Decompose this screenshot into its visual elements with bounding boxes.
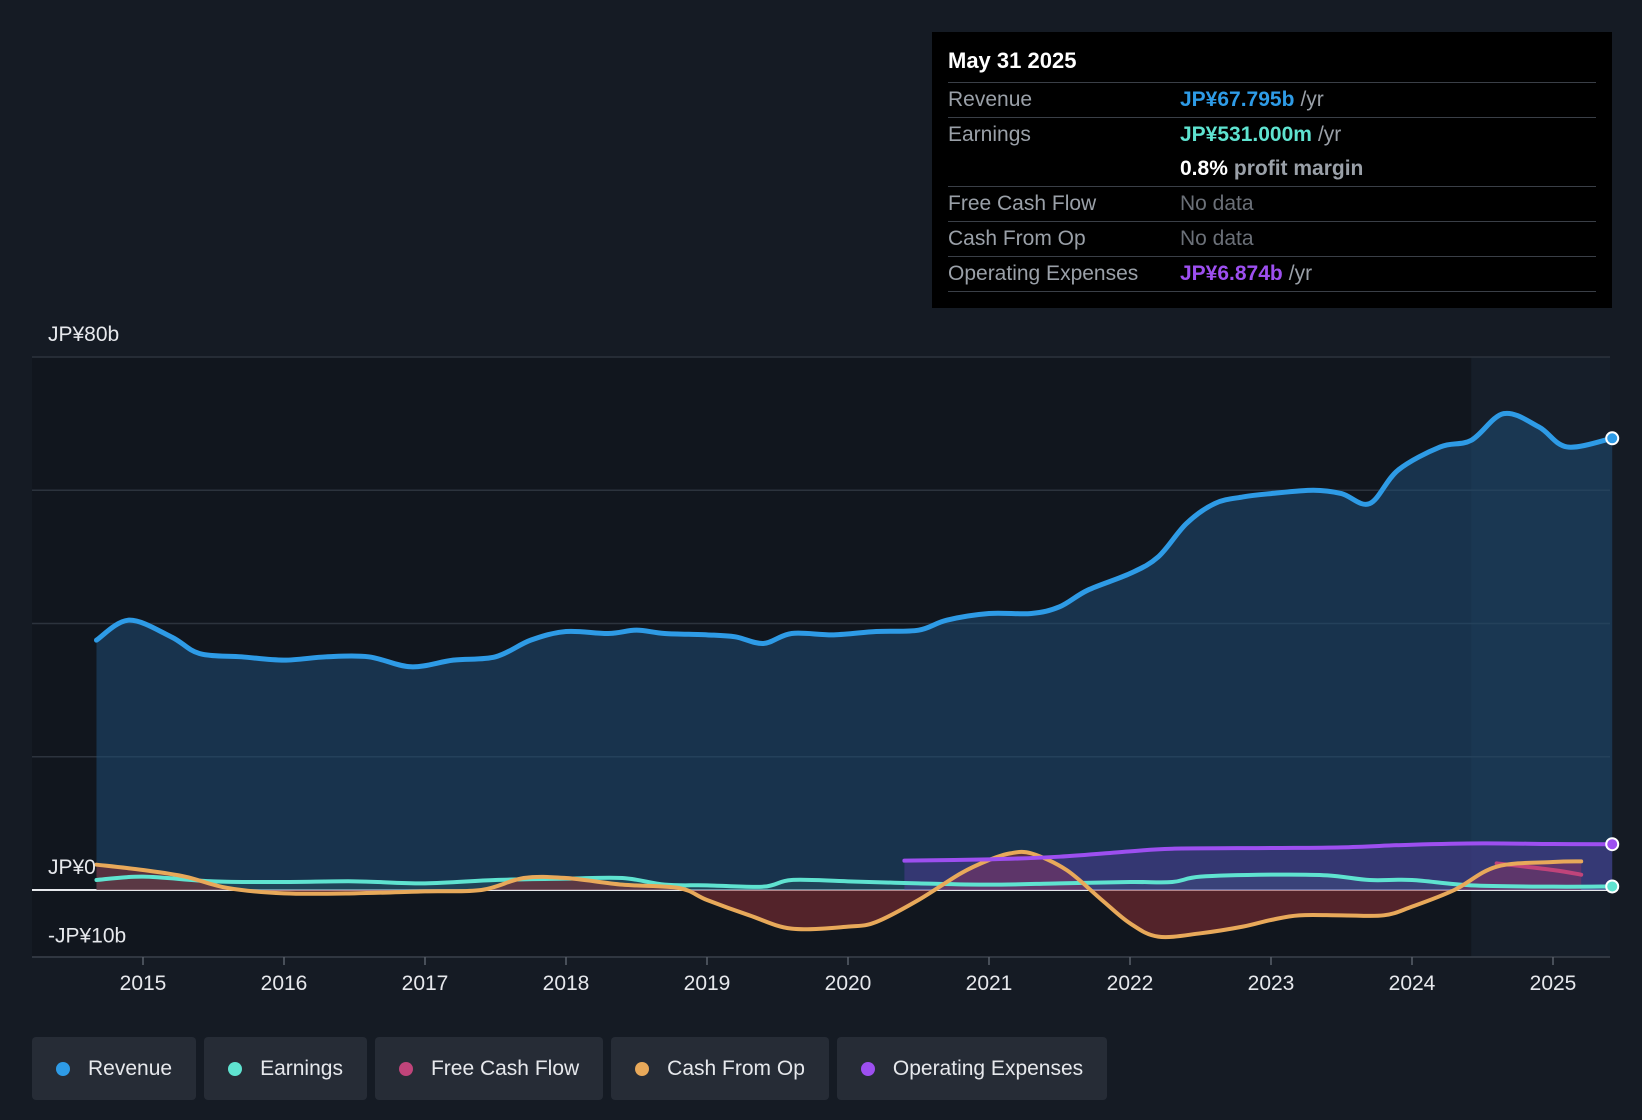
series-lines <box>93 410 1615 940</box>
tooltip-date: May 31 2025 <box>948 46 1596 83</box>
tooltip-margin-row: 0.8% profit margin <box>948 152 1596 187</box>
cash-from-op-area <box>96 851 1582 938</box>
series-endpoints <box>1605 431 1620 894</box>
legend-item-earnings[interactable]: Earnings <box>204 1037 367 1100</box>
operating-expenses-line <box>902 841 1615 863</box>
x-axis-ticks: 2015 2016 2017 2018 2019 2020 2021 2022 2023 2024… <box>120 957 1577 995</box>
legend-item-operating-expenses[interactable]: Operating Expenses <box>836 1037 1108 1100</box>
legend-label: Earnings <box>260 1056 343 1080</box>
tooltip-revenue-value: JP¥67.795b <box>1180 88 1295 111</box>
cash-from-op-dot-icon <box>635 1061 650 1076</box>
legend-label: Operating Expenses <box>892 1056 1084 1080</box>
operating-expenses-area <box>904 843 1613 890</box>
legend-label: Free Cash Flow <box>430 1056 580 1080</box>
tooltip-earnings-row: Earnings JP¥531.000m /yr <box>948 118 1596 152</box>
earnings-dot-icon <box>228 1061 243 1076</box>
revenue-area <box>96 413 1613 890</box>
tooltip-earnings-label: Earnings <box>948 123 1031 146</box>
legend-item-cash-from-op[interactable]: Cash From Op <box>611 1037 829 1100</box>
tooltip-margin-label: profit margin <box>1233 157 1364 180</box>
tooltip-revenue-unit: /yr <box>1300 88 1324 111</box>
tooltip-fcf-label: Free Cash Flow <box>948 192 1097 215</box>
tooltip: May 31 2025 Revenue JP¥67.795b /yr Earni… <box>932 32 1612 308</box>
x-tick-label: 2017 <box>402 972 449 995</box>
x-tick-label: 2025 <box>1530 972 1577 995</box>
legend-label: Cash From Op <box>667 1056 805 1080</box>
legend-label: Revenue <box>88 1056 173 1080</box>
tooltip-revenue-row: Revenue JP¥67.795b /yr <box>948 83 1596 118</box>
y-tick-label: JP¥0 <box>48 856 96 879</box>
x-tick-label: 2020 <box>825 972 872 995</box>
legend: Revenue Earnings Free Cash Flow Cash Fro… <box>32 1037 1108 1100</box>
legend-item-free-cash-flow[interactable]: Free Cash Flow <box>374 1037 604 1100</box>
x-tick-label: 2024 <box>1389 972 1436 995</box>
legend-item-revenue[interactable]: Revenue <box>32 1037 197 1100</box>
x-tick-label: 2023 <box>1248 972 1295 995</box>
free-cash-flow-dot-icon <box>398 1061 413 1076</box>
tooltip-earnings-value: JP¥531.000m <box>1180 123 1312 146</box>
operating-expenses-endpoint <box>1605 837 1620 852</box>
tooltip-earnings-unit: /yr <box>1317 123 1342 146</box>
x-tick-label: 2018 <box>543 972 590 995</box>
revenue-line <box>93 410 1615 670</box>
x-tick-label: 2022 <box>1107 972 1154 995</box>
earnings-endpoint <box>1605 879 1620 894</box>
tooltip-opex-unit: /yr <box>1288 262 1313 285</box>
x-tick-label: 2021 <box>966 972 1013 995</box>
revenue-dot-icon <box>56 1061 70 1076</box>
y-axis-labels: JP¥80b JP¥0 -JP¥10b <box>48 323 126 948</box>
tooltip-fcf-row: Free Cash Flow No data <box>948 187 1596 222</box>
tooltip-opex-row: Operating Expenses JP¥6.874b /yr <box>948 257 1596 292</box>
x-tick-label: 2019 <box>684 972 731 995</box>
y-tick-label: JP¥80b <box>48 323 119 346</box>
x-tick-label: 2015 <box>120 972 167 995</box>
tooltip-cfo-row: Cash From Op No data <box>948 222 1596 257</box>
y-tick-label: -JP¥10b <box>48 925 126 948</box>
chart: 2015 2016 2017 2018 2019 2020 2021 2022 2023 2024… <box>32 323 1620 995</box>
cash-from-op-line <box>94 849 1584 940</box>
tooltip-revenue-label: Revenue <box>948 88 1033 111</box>
x-tick-label: 2016 <box>261 972 308 995</box>
tooltip-margin-value: 0.8% <box>1180 157 1228 180</box>
tooltip-opex-label: Operating Expenses <box>948 262 1139 285</box>
operating-expenses-dot-icon <box>860 1061 875 1076</box>
tooltip-opex-value: JP¥6.874b <box>1180 262 1283 285</box>
earnings-line <box>94 872 1615 889</box>
tooltip-fcf-value: No data <box>1180 192 1254 215</box>
tooltip-cfo-label: Cash From Op <box>948 227 1086 250</box>
tooltip-cfo-value: No data <box>1180 227 1254 250</box>
revenue-endpoint <box>1605 431 1620 446</box>
